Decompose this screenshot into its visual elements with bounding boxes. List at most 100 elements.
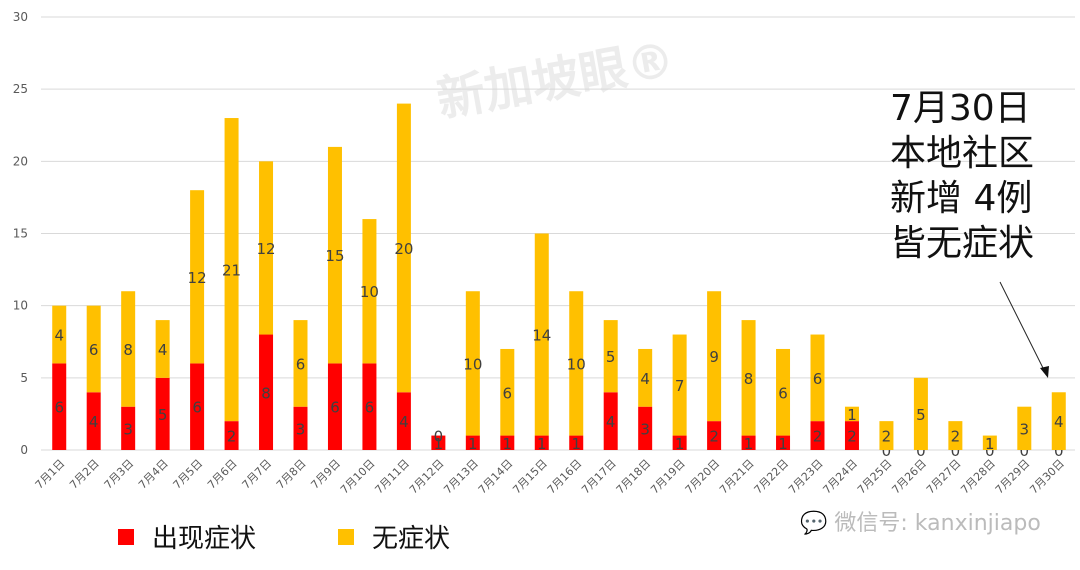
bar-segment xyxy=(707,421,722,450)
wechat-icon: 💬 xyxy=(800,511,828,536)
legend: 出现症状 无症状 xyxy=(118,518,532,555)
legend-swatch-yellow xyxy=(338,528,355,545)
data-label: 1 xyxy=(744,435,754,453)
data-label: 12 xyxy=(188,269,207,287)
bar-segment xyxy=(1017,406,1032,450)
y-tick-label: 10 xyxy=(13,299,28,313)
bar-segment xyxy=(879,421,894,450)
x-tick-label: 7月18日 xyxy=(614,457,654,497)
bar-segment xyxy=(155,320,170,378)
data-label: 3 xyxy=(1020,420,1030,438)
data-label: 1 xyxy=(985,435,995,453)
data-label: 0 xyxy=(434,428,444,446)
data-label: 4 xyxy=(89,413,99,431)
bar-segment xyxy=(327,363,342,450)
bar-segment xyxy=(86,305,101,393)
data-label: 3 xyxy=(123,420,133,438)
y-axis: 0 5 10 15 20 25 30 xyxy=(13,10,28,457)
y-tick-label: 20 xyxy=(13,154,28,168)
annotation-arrow xyxy=(999,281,1046,373)
x-tick-label: 7月29日 xyxy=(993,457,1033,497)
x-tick-label: 7月25日 xyxy=(855,457,895,497)
data-label: 2 xyxy=(709,428,719,446)
bar-segment xyxy=(500,348,515,436)
data-label: 6 xyxy=(365,399,375,417)
bar-segment xyxy=(948,421,963,450)
data-label: 4 xyxy=(606,413,616,431)
annotation-line: 7月30日 xyxy=(890,88,1031,129)
data-label: 6 xyxy=(503,384,513,402)
x-tick-label: 7月21日 xyxy=(717,457,757,497)
data-label: 4 xyxy=(399,413,409,431)
data-label: 1 xyxy=(468,435,478,453)
x-axis: 7月1日 7月2日 7月3日 7月4日 7月5日 7月6日 7月7日 7月8日 7月9日7月10… xyxy=(33,457,1067,497)
bar-segment xyxy=(741,435,756,450)
wechat-id: 微信号: kanxinjiapo xyxy=(834,511,1041,536)
x-tick-label: 7月17日 xyxy=(579,457,619,497)
x-tick-label: 7月30日 xyxy=(1027,457,1067,497)
data-label: 10 xyxy=(567,355,586,373)
y-tick-label: 5 xyxy=(20,371,28,385)
bar-segment xyxy=(362,219,377,364)
data-label: 9 xyxy=(709,348,719,366)
x-tick-label: 7月12日 xyxy=(407,457,447,497)
x-tick-label: 7月22日 xyxy=(752,457,792,497)
bar-segment xyxy=(224,421,239,450)
bar-segment xyxy=(672,334,687,436)
x-tick-label: 7月14日 xyxy=(476,457,516,497)
data-label: 1 xyxy=(778,435,788,453)
bar-segment xyxy=(569,435,584,450)
bar-segment xyxy=(741,320,756,436)
wechat-watermark: 💬 微信号: kanxinjiapo xyxy=(800,505,1041,537)
data-label: 2 xyxy=(813,428,823,446)
bar-segment xyxy=(396,103,411,393)
bar-segment xyxy=(52,363,67,450)
data-label: 2 xyxy=(882,428,892,446)
bar-segment xyxy=(431,435,446,450)
x-tick-label: 7月13日 xyxy=(441,457,481,497)
bar-segment xyxy=(224,118,239,422)
bar-segment xyxy=(638,406,653,450)
data-label: 1 xyxy=(434,435,444,453)
annotation-line: 本地社区 xyxy=(890,133,1035,174)
bar-segment xyxy=(52,305,67,364)
bar-segment xyxy=(534,435,549,450)
data-label: 2 xyxy=(847,428,857,446)
x-tick-label: 7月28日 xyxy=(958,457,998,497)
data-label: 6 xyxy=(813,370,823,388)
x-tick-label: 7月20日 xyxy=(683,457,723,497)
bar-segment xyxy=(776,435,791,450)
x-tick-label: 7月8日 xyxy=(274,457,309,492)
bar-segment xyxy=(155,377,170,450)
bar-segment xyxy=(190,190,205,364)
bar-segment xyxy=(465,291,480,436)
data-label: 5 xyxy=(916,406,926,424)
data-label: 2 xyxy=(227,428,237,446)
data-label: 21 xyxy=(222,262,241,280)
x-tick-label: 7月24日 xyxy=(820,457,860,497)
gridlines xyxy=(41,16,1075,451)
legend-swatch-red xyxy=(118,528,134,545)
x-tick-label: 7月7日 xyxy=(240,457,275,492)
data-label: 0 xyxy=(951,442,961,460)
bar-segment xyxy=(293,406,308,450)
data-label: 5 xyxy=(158,406,168,424)
bar-segment xyxy=(810,421,825,450)
x-tick-label: 7月4日 xyxy=(136,457,171,492)
x-tick-label: 7月10日 xyxy=(338,457,378,497)
legend-label: 无症状 xyxy=(372,524,451,554)
bar-segment xyxy=(1051,392,1066,450)
data-label: 5 xyxy=(606,348,616,366)
data-label: 0 xyxy=(985,442,995,460)
data-label: 10 xyxy=(463,355,482,373)
x-tick-label: 7月26日 xyxy=(889,457,929,497)
bar-segment xyxy=(569,291,584,436)
x-tick-label: 7月6日 xyxy=(205,457,240,492)
data-label: 3 xyxy=(640,420,650,438)
bar-segment xyxy=(190,363,205,450)
data-label: 8 xyxy=(744,370,754,388)
data-label: 0 xyxy=(916,442,926,460)
data-label: 8 xyxy=(261,384,271,402)
bar-segment xyxy=(534,233,549,436)
data-label: 6 xyxy=(296,355,306,373)
